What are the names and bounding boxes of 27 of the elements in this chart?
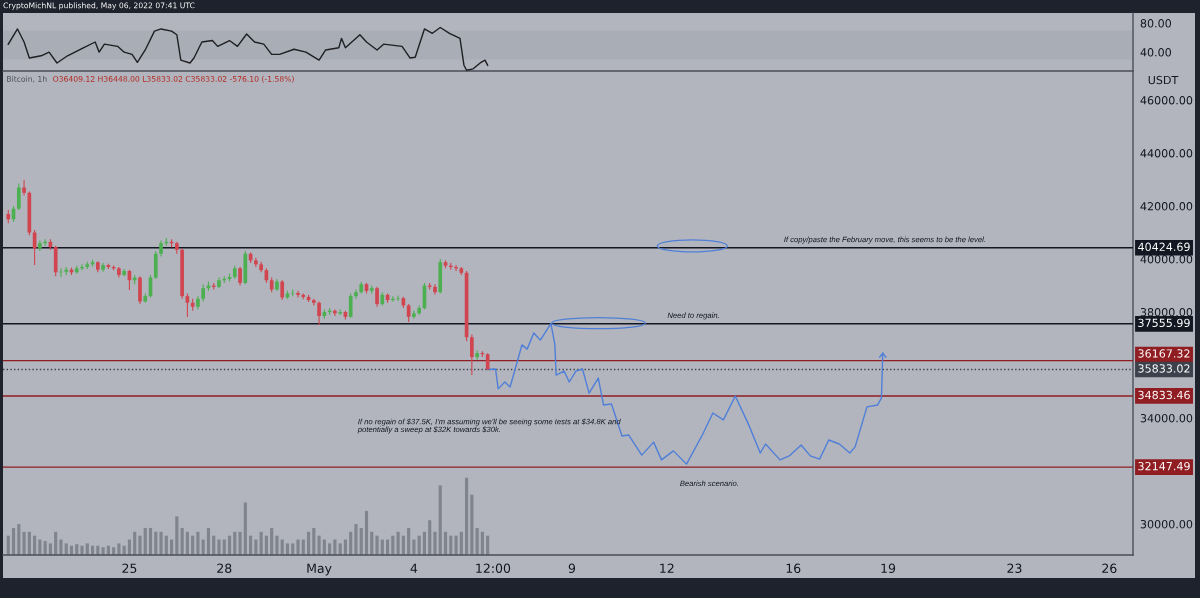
x-tick-label: 23 bbox=[1007, 563, 1022, 574]
x-tick-label: 12:00 bbox=[476, 563, 511, 574]
y-tick-label: 40000.00 bbox=[1140, 255, 1193, 264]
ref-line-label: 35833.02 bbox=[1138, 364, 1190, 373]
x-tick-label: 25 bbox=[122, 563, 137, 574]
x-tick-label: 12 bbox=[660, 563, 674, 573]
ref-line-label: 34833.46 bbox=[1138, 390, 1190, 400]
ref-line-label: 36167.32 bbox=[1138, 349, 1190, 358]
y-tick-label: 30000.00 bbox=[1140, 519, 1193, 529]
y-tick-label: 42000.00 bbox=[1140, 202, 1193, 211]
x-tick-label: 28 bbox=[217, 563, 232, 574]
y-tick-label: 40.00 bbox=[1140, 48, 1172, 57]
y-axis-title: USDT bbox=[1148, 75, 1179, 85]
ref-line-label: 32147.49 bbox=[1138, 461, 1190, 471]
x-tick-label: May bbox=[307, 563, 332, 576]
ref-line-label: 40424.69 bbox=[1138, 242, 1190, 252]
y-tick-label: 46000.00 bbox=[1140, 96, 1193, 105]
y-tick-label: 80.00 bbox=[1140, 19, 1172, 28]
x-tick-label: 4 bbox=[410, 563, 418, 573]
y-tick-label: 44000.00 bbox=[1140, 149, 1193, 158]
y-tick-label: 38000.00 bbox=[1140, 308, 1193, 317]
x-tick-label: 9 bbox=[568, 563, 576, 574]
x-tick-label: 19 bbox=[881, 563, 896, 574]
y-tick-label: 34000.00 bbox=[1140, 414, 1193, 423]
x-tick-label: 26 bbox=[1102, 563, 1117, 574]
ref-line-label: 37555.99 bbox=[1138, 318, 1190, 328]
x-tick-label: 16 bbox=[786, 563, 801, 574]
